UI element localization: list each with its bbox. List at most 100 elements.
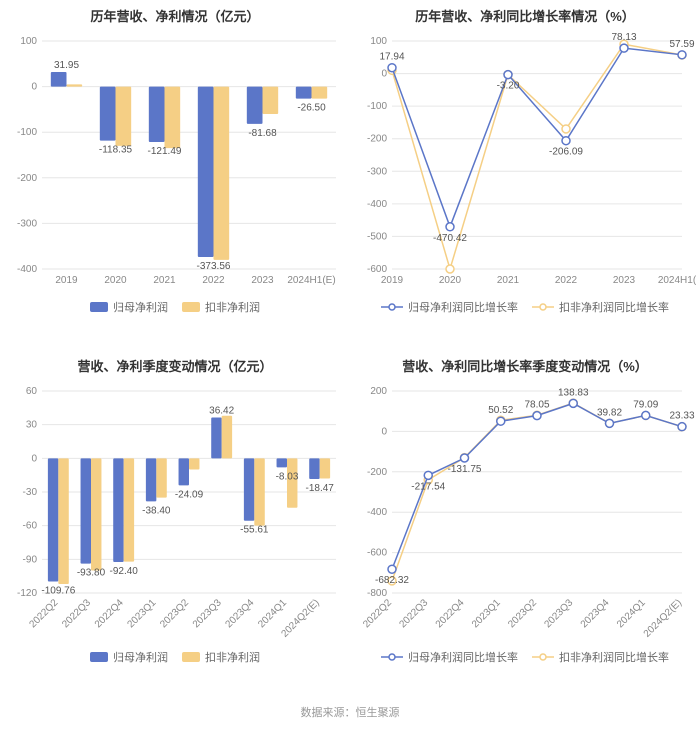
chart1-plot: -400-300-200-100010031.95-118.35-121.49-… bbox=[4, 31, 346, 291]
svg-text:-206.09: -206.09 bbox=[549, 147, 583, 158]
panel-quarterly-value: 营收、净利季度变动情况（亿元） -120-90-60-3003060-109.7… bbox=[0, 350, 350, 700]
svg-text:78.13: 78.13 bbox=[611, 32, 636, 43]
svg-text:39.82: 39.82 bbox=[597, 407, 622, 418]
svg-text:2023: 2023 bbox=[251, 275, 274, 286]
chart4-svg: -800-600-400-2000200-682.32-217.54-131.7… bbox=[354, 381, 696, 641]
legend-label: 扣非净利润 bbox=[205, 649, 260, 665]
svg-text:0: 0 bbox=[31, 82, 37, 93]
svg-text:-470.42: -470.42 bbox=[433, 233, 467, 244]
chart4-legend-item-2: 扣非净利润同比增长率 bbox=[532, 649, 669, 665]
svg-text:-100: -100 bbox=[17, 127, 37, 138]
svg-text:138.83: 138.83 bbox=[558, 387, 589, 398]
svg-text:-500: -500 bbox=[367, 231, 387, 242]
chart3-legend-item-2: 扣非净利润 bbox=[182, 649, 260, 665]
svg-text:2023Q1: 2023Q1 bbox=[470, 597, 503, 630]
legend-label: 扣非净利润 bbox=[205, 299, 260, 315]
svg-text:-81.68: -81.68 bbox=[248, 128, 277, 139]
svg-text:36.42: 36.42 bbox=[209, 405, 234, 416]
svg-text:2023: 2023 bbox=[613, 275, 636, 286]
svg-text:100: 100 bbox=[370, 36, 387, 47]
chart3-legend-item-1: 归母净利润 bbox=[90, 649, 168, 665]
chart2-legend-item-2: 扣非净利润同比增长率 bbox=[532, 299, 669, 315]
svg-text:-90: -90 bbox=[23, 554, 38, 565]
svg-text:2022Q4: 2022Q4 bbox=[93, 597, 126, 630]
charts-grid: 历年营收、净利情况（亿元） -400 -300 -200 -100 0 100 31.95 -… bbox=[0, 0, 700, 700]
svg-text:17.94: 17.94 bbox=[379, 52, 404, 63]
svg-text:-600: -600 bbox=[367, 548, 387, 559]
svg-text:2024H1(E): 2024H1(E) bbox=[658, 275, 696, 286]
svg-text:2023Q3: 2023Q3 bbox=[191, 597, 224, 630]
chart2-legend-item-1: 归母净利润同比增长率 bbox=[381, 299, 518, 315]
legend-label: 归母净利润同比增长率 bbox=[408, 299, 518, 315]
svg-text:-682.32: -682.32 bbox=[375, 575, 409, 586]
svg-text:2023Q4: 2023Q4 bbox=[579, 597, 612, 630]
svg-text:2024Q1: 2024Q1 bbox=[615, 597, 648, 630]
svg-text:2023Q1: 2023Q1 bbox=[126, 597, 159, 630]
svg-text:2022Q2: 2022Q2 bbox=[361, 597, 394, 630]
chart3-svg: -120-90-60-3003060-109.76-93.80-92.40-38… bbox=[4, 381, 346, 641]
chart4-legend-item-1: 归母净利润同比增长率 bbox=[381, 649, 518, 665]
legend-label: 归母净利润同比增长率 bbox=[408, 649, 518, 665]
svg-text:78.05: 78.05 bbox=[524, 400, 549, 411]
svg-text:0: 0 bbox=[381, 69, 387, 80]
chart4-legend: 归母净利润同比增长率 扣非净利润同比增长率 bbox=[354, 649, 696, 665]
svg-text:2021: 2021 bbox=[153, 275, 176, 286]
svg-text:-38.40: -38.40 bbox=[142, 505, 171, 516]
svg-text:57.59: 57.59 bbox=[669, 39, 694, 50]
svg-text:-200: -200 bbox=[367, 467, 387, 478]
svg-text:-18.47: -18.47 bbox=[305, 483, 334, 494]
svg-text:31.95: 31.95 bbox=[54, 60, 79, 71]
svg-text:-400: -400 bbox=[367, 199, 387, 210]
chart2-title: 历年营收、净利同比增长率情况（%） bbox=[354, 6, 696, 25]
svg-text:2024Q2(E): 2024Q2(E) bbox=[642, 597, 684, 639]
svg-text:-92.40: -92.40 bbox=[109, 566, 138, 577]
svg-text:2022Q3: 2022Q3 bbox=[60, 597, 93, 630]
svg-text:2022: 2022 bbox=[202, 275, 225, 286]
svg-text:23.33: 23.33 bbox=[669, 411, 694, 422]
svg-text:0: 0 bbox=[31, 453, 37, 464]
chart1-legend-item-1: 归母净利润 bbox=[90, 299, 168, 315]
chart2-plot: -600-500-400-300-200-100010017.94-470.42… bbox=[354, 31, 696, 291]
svg-text:-24.09: -24.09 bbox=[175, 489, 204, 500]
legend-swatch bbox=[182, 652, 200, 662]
svg-text:0: 0 bbox=[381, 426, 387, 437]
svg-text:-217.54: -217.54 bbox=[411, 481, 445, 492]
svg-text:2022Q3: 2022Q3 bbox=[397, 597, 430, 630]
svg-text:2022Q4: 2022Q4 bbox=[434, 597, 467, 630]
svg-text:-400: -400 bbox=[17, 264, 37, 275]
svg-text:60: 60 bbox=[26, 386, 38, 397]
svg-text:-8.03: -8.03 bbox=[276, 471, 299, 482]
legend-line-swatch bbox=[381, 302, 403, 312]
legend-line-swatch bbox=[532, 652, 554, 662]
svg-text:-131.75: -131.75 bbox=[448, 464, 482, 475]
svg-text:2024Q1: 2024Q1 bbox=[256, 597, 289, 630]
svg-text:-120: -120 bbox=[17, 588, 37, 599]
chart1-legend-item-2: 扣非净利润 bbox=[182, 299, 260, 315]
chart1-title: 历年营收、净利情况（亿元） bbox=[4, 6, 346, 25]
panel-quarterly-growth: 营收、净利同比增长率季度变动情况（%） -800-600-400-2000200… bbox=[350, 350, 700, 700]
panel-annual-value: 历年营收、净利情况（亿元） -400-300-200-100010031.95-… bbox=[0, 0, 350, 350]
svg-text:-300: -300 bbox=[367, 166, 387, 177]
svg-text:-109.76: -109.76 bbox=[41, 586, 75, 597]
svg-text:79.09: 79.09 bbox=[633, 399, 658, 410]
svg-text:2023Q3: 2023Q3 bbox=[542, 597, 575, 630]
svg-text:2020: 2020 bbox=[104, 275, 127, 286]
svg-text:-93.80: -93.80 bbox=[77, 568, 106, 579]
svg-text:30: 30 bbox=[26, 420, 38, 431]
svg-text:2023Q2: 2023Q2 bbox=[506, 597, 539, 630]
chart3-plot: -120-90-60-3003060-109.76-93.80-92.40-38… bbox=[4, 381, 346, 641]
svg-text:-300: -300 bbox=[17, 218, 37, 229]
chart4-plot: -800-600-400-2000200-682.32-217.54-131.7… bbox=[354, 381, 696, 641]
svg-text:-3.20: -3.20 bbox=[497, 81, 520, 92]
data-source-footer: 数据来源：恒生聚源 bbox=[0, 704, 700, 720]
svg-text:-26.50: -26.50 bbox=[297, 103, 326, 114]
legend-label: 归母净利润 bbox=[113, 649, 168, 665]
svg-text:-118.35: -118.35 bbox=[99, 145, 133, 156]
legend-label: 归母净利润 bbox=[113, 299, 168, 315]
legend-swatch bbox=[90, 652, 108, 662]
svg-text:-100: -100 bbox=[367, 101, 387, 112]
chart3-legend: 归母净利润 扣非净利润 bbox=[4, 649, 346, 665]
legend-label: 扣非净利润同比增长率 bbox=[559, 649, 669, 665]
chart4-title: 营收、净利同比增长率季度变动情况（%） bbox=[354, 356, 696, 375]
chart2-svg: -600-500-400-300-200-100010017.94-470.42… bbox=[354, 31, 696, 291]
